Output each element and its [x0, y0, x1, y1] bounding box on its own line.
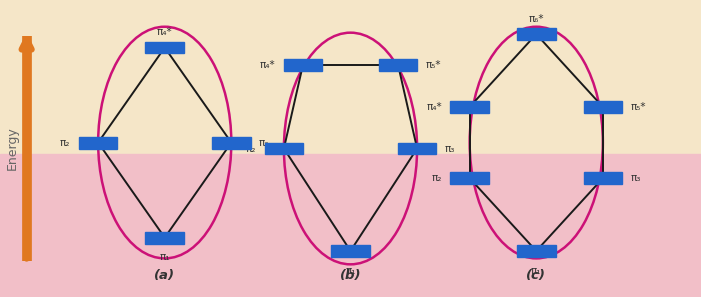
- Text: π₂: π₂: [246, 143, 257, 154]
- Bar: [146, 42, 184, 53]
- Text: Energy: Energy: [6, 127, 18, 170]
- Bar: [583, 172, 622, 184]
- Text: π₁: π₁: [160, 252, 170, 263]
- Text: π₅*: π₅*: [631, 102, 646, 112]
- Text: π₂: π₂: [432, 173, 442, 183]
- Bar: [0, 0, 701, 154]
- Text: π₆*: π₆*: [529, 14, 544, 24]
- Text: π₃: π₃: [259, 138, 269, 148]
- Bar: [398, 143, 436, 154]
- Bar: [517, 28, 556, 40]
- Text: π₅*: π₅*: [426, 60, 442, 70]
- Bar: [331, 245, 370, 257]
- Text: π₃: π₃: [444, 143, 455, 154]
- Bar: [379, 59, 418, 71]
- Bar: [212, 137, 250, 148]
- Text: (c): (c): [526, 269, 546, 282]
- Text: π₁: π₁: [346, 266, 355, 276]
- Bar: [451, 101, 489, 113]
- Bar: [79, 137, 118, 148]
- Text: π₃: π₃: [631, 173, 641, 183]
- Text: π₄*: π₄*: [259, 60, 275, 70]
- Bar: [517, 245, 556, 257]
- Text: π₄*: π₄*: [157, 27, 172, 37]
- Bar: [283, 59, 322, 71]
- Bar: [583, 101, 622, 113]
- Text: (a): (a): [154, 269, 175, 282]
- Text: π₄*: π₄*: [426, 102, 442, 112]
- Text: π₁: π₁: [531, 266, 541, 276]
- Bar: [451, 172, 489, 184]
- Bar: [265, 143, 303, 154]
- Text: (b): (b): [340, 269, 361, 282]
- Bar: [0, 154, 701, 297]
- Bar: [146, 232, 184, 244]
- Text: π₂: π₂: [60, 138, 71, 148]
